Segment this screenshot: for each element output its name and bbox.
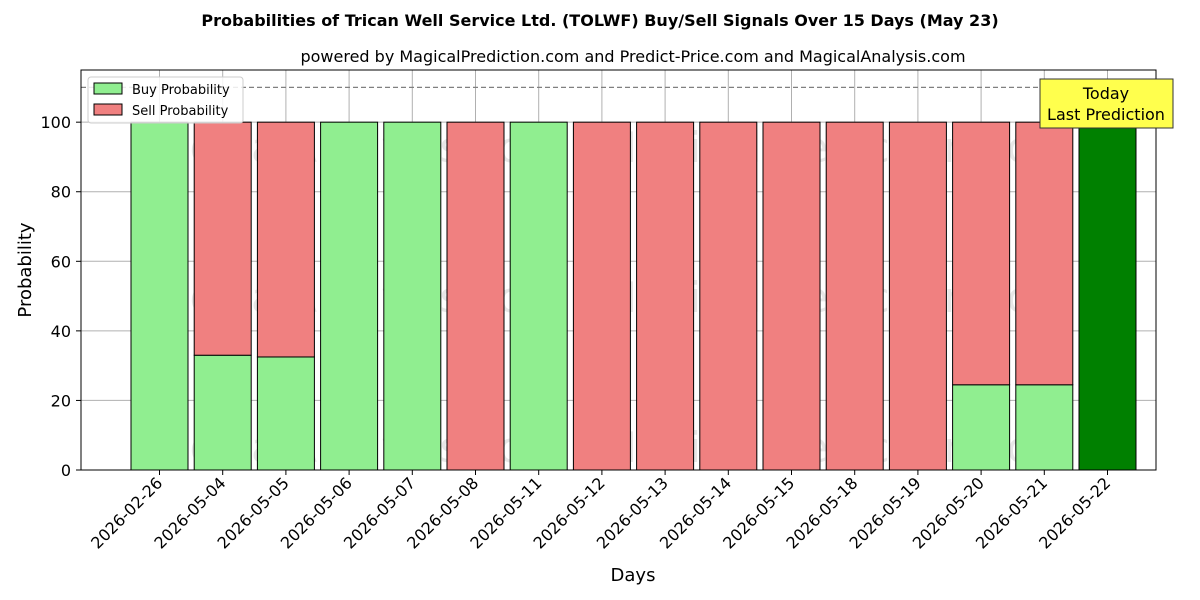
bar-sell-2026-05-21 <box>1015 121 1074 386</box>
y-tick-label: 80 <box>51 183 71 202</box>
legend-box <box>87 76 244 124</box>
legend-label-buy: Buy Probability <box>132 83 230 98</box>
bar-buy-2026-05-07 <box>383 121 442 471</box>
bar-sell-2026-05-20 <box>952 121 1011 386</box>
bar-buy-2026-05-06 <box>320 121 379 471</box>
bar-sell-2026-05-13 <box>636 121 695 471</box>
bar-buy-2026-02-26 <box>130 121 189 471</box>
y-axis-label: Probability <box>15 222 36 317</box>
plot-frame <box>80 69 1157 471</box>
y-tick-label: 20 <box>51 391 71 410</box>
bars-layer <box>130 121 1137 471</box>
bar-buy-2026-05-04 <box>193 354 252 471</box>
bar-buy-2026-05-22 <box>1078 121 1137 471</box>
legend: Buy Probability Sell Probability <box>87 76 244 124</box>
bar-buy-2026-05-05 <box>256 356 315 471</box>
bar-sell-2026-05-15 <box>762 121 821 471</box>
x-axis-label: Days <box>611 565 656 586</box>
bar-buy-2026-05-20 <box>952 384 1011 471</box>
bar-sell-2026-05-18 <box>825 121 884 471</box>
bar-sell-2026-05-12 <box>572 121 631 471</box>
bar-sell-2026-05-08 <box>446 121 505 471</box>
today-annotation: Today Last Prediction <box>1039 78 1174 129</box>
bar-sell-2026-05-19 <box>888 121 947 471</box>
y-tick-label: 40 <box>51 322 71 341</box>
y-tick-label: 100 <box>40 113 71 132</box>
chart-subtitle: powered by MagicalPrediction.com and Pre… <box>300 47 965 66</box>
bar-buy-2026-05-21 <box>1015 384 1074 471</box>
bar-sell-2026-05-14 <box>699 121 758 471</box>
y-tick-label: 60 <box>51 252 71 271</box>
annotation-box <box>1039 78 1174 129</box>
bar-sell-2026-05-04 <box>193 121 252 356</box>
annotation-line-last-prediction: Last Prediction <box>1047 105 1165 124</box>
legend-swatch-sell <box>93 103 123 116</box>
bar-sell-2026-05-05 <box>256 121 315 358</box>
y-tick-label: 0 <box>61 461 71 480</box>
chart-title: Probabilities of Trican Well Service Ltd… <box>201 11 998 30</box>
annotation-line-today: Today <box>1082 84 1129 103</box>
legend-swatch-buy <box>93 82 123 95</box>
legend-label-sell: Sell Probability <box>132 104 229 119</box>
x-axis-ticks: 2026-02-262026-05-042026-05-052026-05-06… <box>87 470 1114 553</box>
y-axis-ticks: 0 20 40 60 80 100 <box>40 113 81 480</box>
bar-buy-2026-05-11 <box>509 121 568 471</box>
